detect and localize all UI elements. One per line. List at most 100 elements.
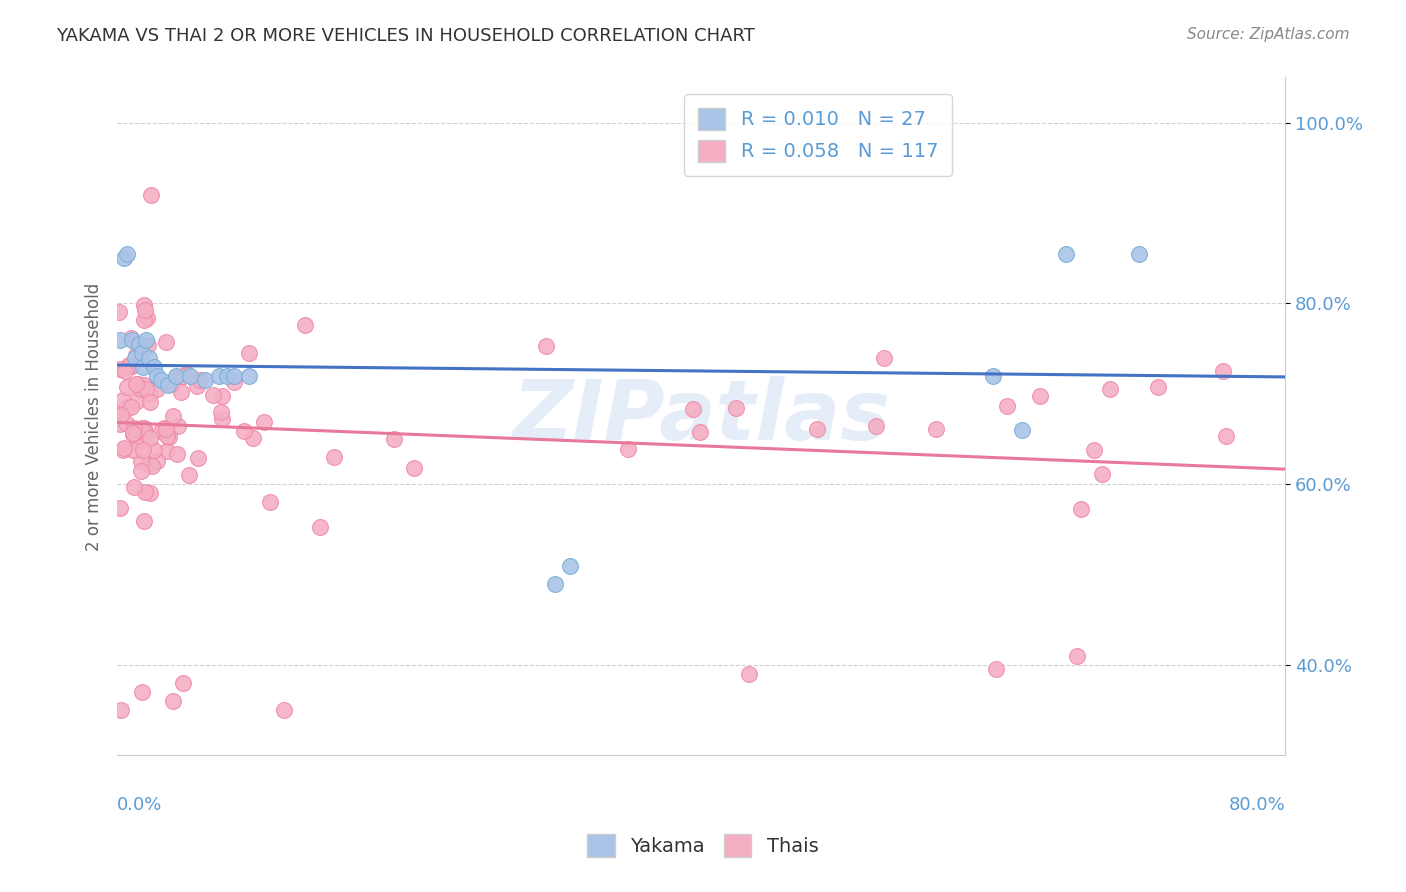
Point (172, 368, 194, 383)
Point (121, 426, 143, 441)
Point (118, 359, 141, 373)
Text: ZIPatlas: ZIPatlas (512, 376, 890, 457)
Point (150, 424, 173, 438)
Point (157, 430, 180, 444)
Point (150, 373, 173, 387)
Point (108, 500, 131, 515)
Point (107, 304, 129, 318)
Point (139, 188, 162, 202)
Text: 80.0%: 80.0% (1229, 796, 1285, 814)
Point (294, 318, 316, 332)
Point (259, 495, 281, 509)
Point (117, 246, 139, 260)
Point (134, 377, 156, 392)
Point (129, 382, 152, 396)
Point (124, 351, 146, 365)
Point (162, 409, 184, 423)
Point (238, 345, 260, 359)
Point (738, 667, 761, 681)
Point (127, 394, 149, 409)
Point (157, 377, 180, 392)
Point (129, 337, 152, 351)
Point (534, 339, 557, 353)
Point (1215, 429, 1237, 443)
Point (138, 387, 160, 401)
Point (135, 427, 157, 442)
Point (122, 480, 145, 494)
Point (224, 375, 246, 389)
Point (253, 415, 276, 429)
Point (127, 435, 149, 450)
Point (1091, 467, 1114, 481)
Point (165, 369, 187, 384)
Point (122, 426, 145, 441)
Point (142, 359, 165, 374)
Point (129, 464, 152, 478)
Point (233, 424, 256, 438)
Point (110, 362, 132, 376)
Point (136, 457, 159, 471)
Point (382, 432, 405, 446)
Point (108, 333, 131, 347)
Point (134, 302, 156, 317)
Point (187, 450, 209, 465)
Point (995, 399, 1018, 413)
Point (135, 310, 157, 325)
Point (682, 402, 704, 417)
Point (122, 442, 145, 457)
Point (118, 358, 141, 372)
Point (135, 382, 157, 396)
Point (725, 401, 748, 415)
Point (1070, 501, 1092, 516)
Y-axis label: 2 or more Vehicles in Household: 2 or more Vehicles in Household (86, 282, 103, 550)
Point (201, 387, 224, 401)
Point (114, 364, 136, 378)
Point (1029, 389, 1052, 403)
Point (107, 406, 129, 420)
Point (131, 421, 153, 435)
Point (1011, 423, 1033, 437)
Text: YAKAMA VS THAI 2 OR MORE VEHICLES IN HOUSEHOLD CORRELATION CHART: YAKAMA VS THAI 2 OR MORE VEHICLES IN HOU… (56, 27, 755, 45)
Point (145, 382, 167, 396)
Point (135, 333, 157, 347)
Point (128, 337, 150, 351)
Point (238, 368, 260, 383)
Point (131, 346, 153, 360)
Point (1128, 246, 1150, 260)
Point (242, 431, 264, 445)
Point (188, 373, 211, 387)
Point (1147, 380, 1170, 394)
Point (124, 376, 146, 391)
Point (110, 408, 132, 422)
Point (136, 337, 159, 351)
Point (162, 694, 184, 708)
Point (121, 333, 143, 347)
Point (138, 486, 160, 500)
Point (194, 373, 217, 387)
Point (209, 405, 232, 419)
Point (179, 368, 201, 383)
Point (132, 313, 155, 327)
Point (1054, 246, 1077, 260)
Point (172, 369, 194, 384)
Point (167, 418, 190, 433)
Point (155, 335, 177, 350)
Point (114, 251, 136, 265)
Text: 0.0%: 0.0% (117, 796, 163, 814)
Point (873, 351, 896, 365)
Point (146, 454, 169, 468)
Point (117, 399, 139, 413)
Point (155, 422, 177, 436)
Point (132, 420, 155, 434)
Point (120, 331, 142, 345)
Point (186, 379, 208, 393)
Point (689, 425, 711, 440)
Point (138, 351, 160, 365)
Point (1098, 383, 1121, 397)
Point (156, 429, 179, 443)
Text: Source: ZipAtlas.com: Source: ZipAtlas.com (1187, 27, 1350, 42)
Point (127, 423, 149, 437)
Legend: R = 0.010   N = 27, R = 0.058   N = 117: R = 0.010 N = 27, R = 0.058 N = 117 (685, 94, 952, 176)
Point (112, 443, 135, 458)
Point (156, 444, 179, 458)
